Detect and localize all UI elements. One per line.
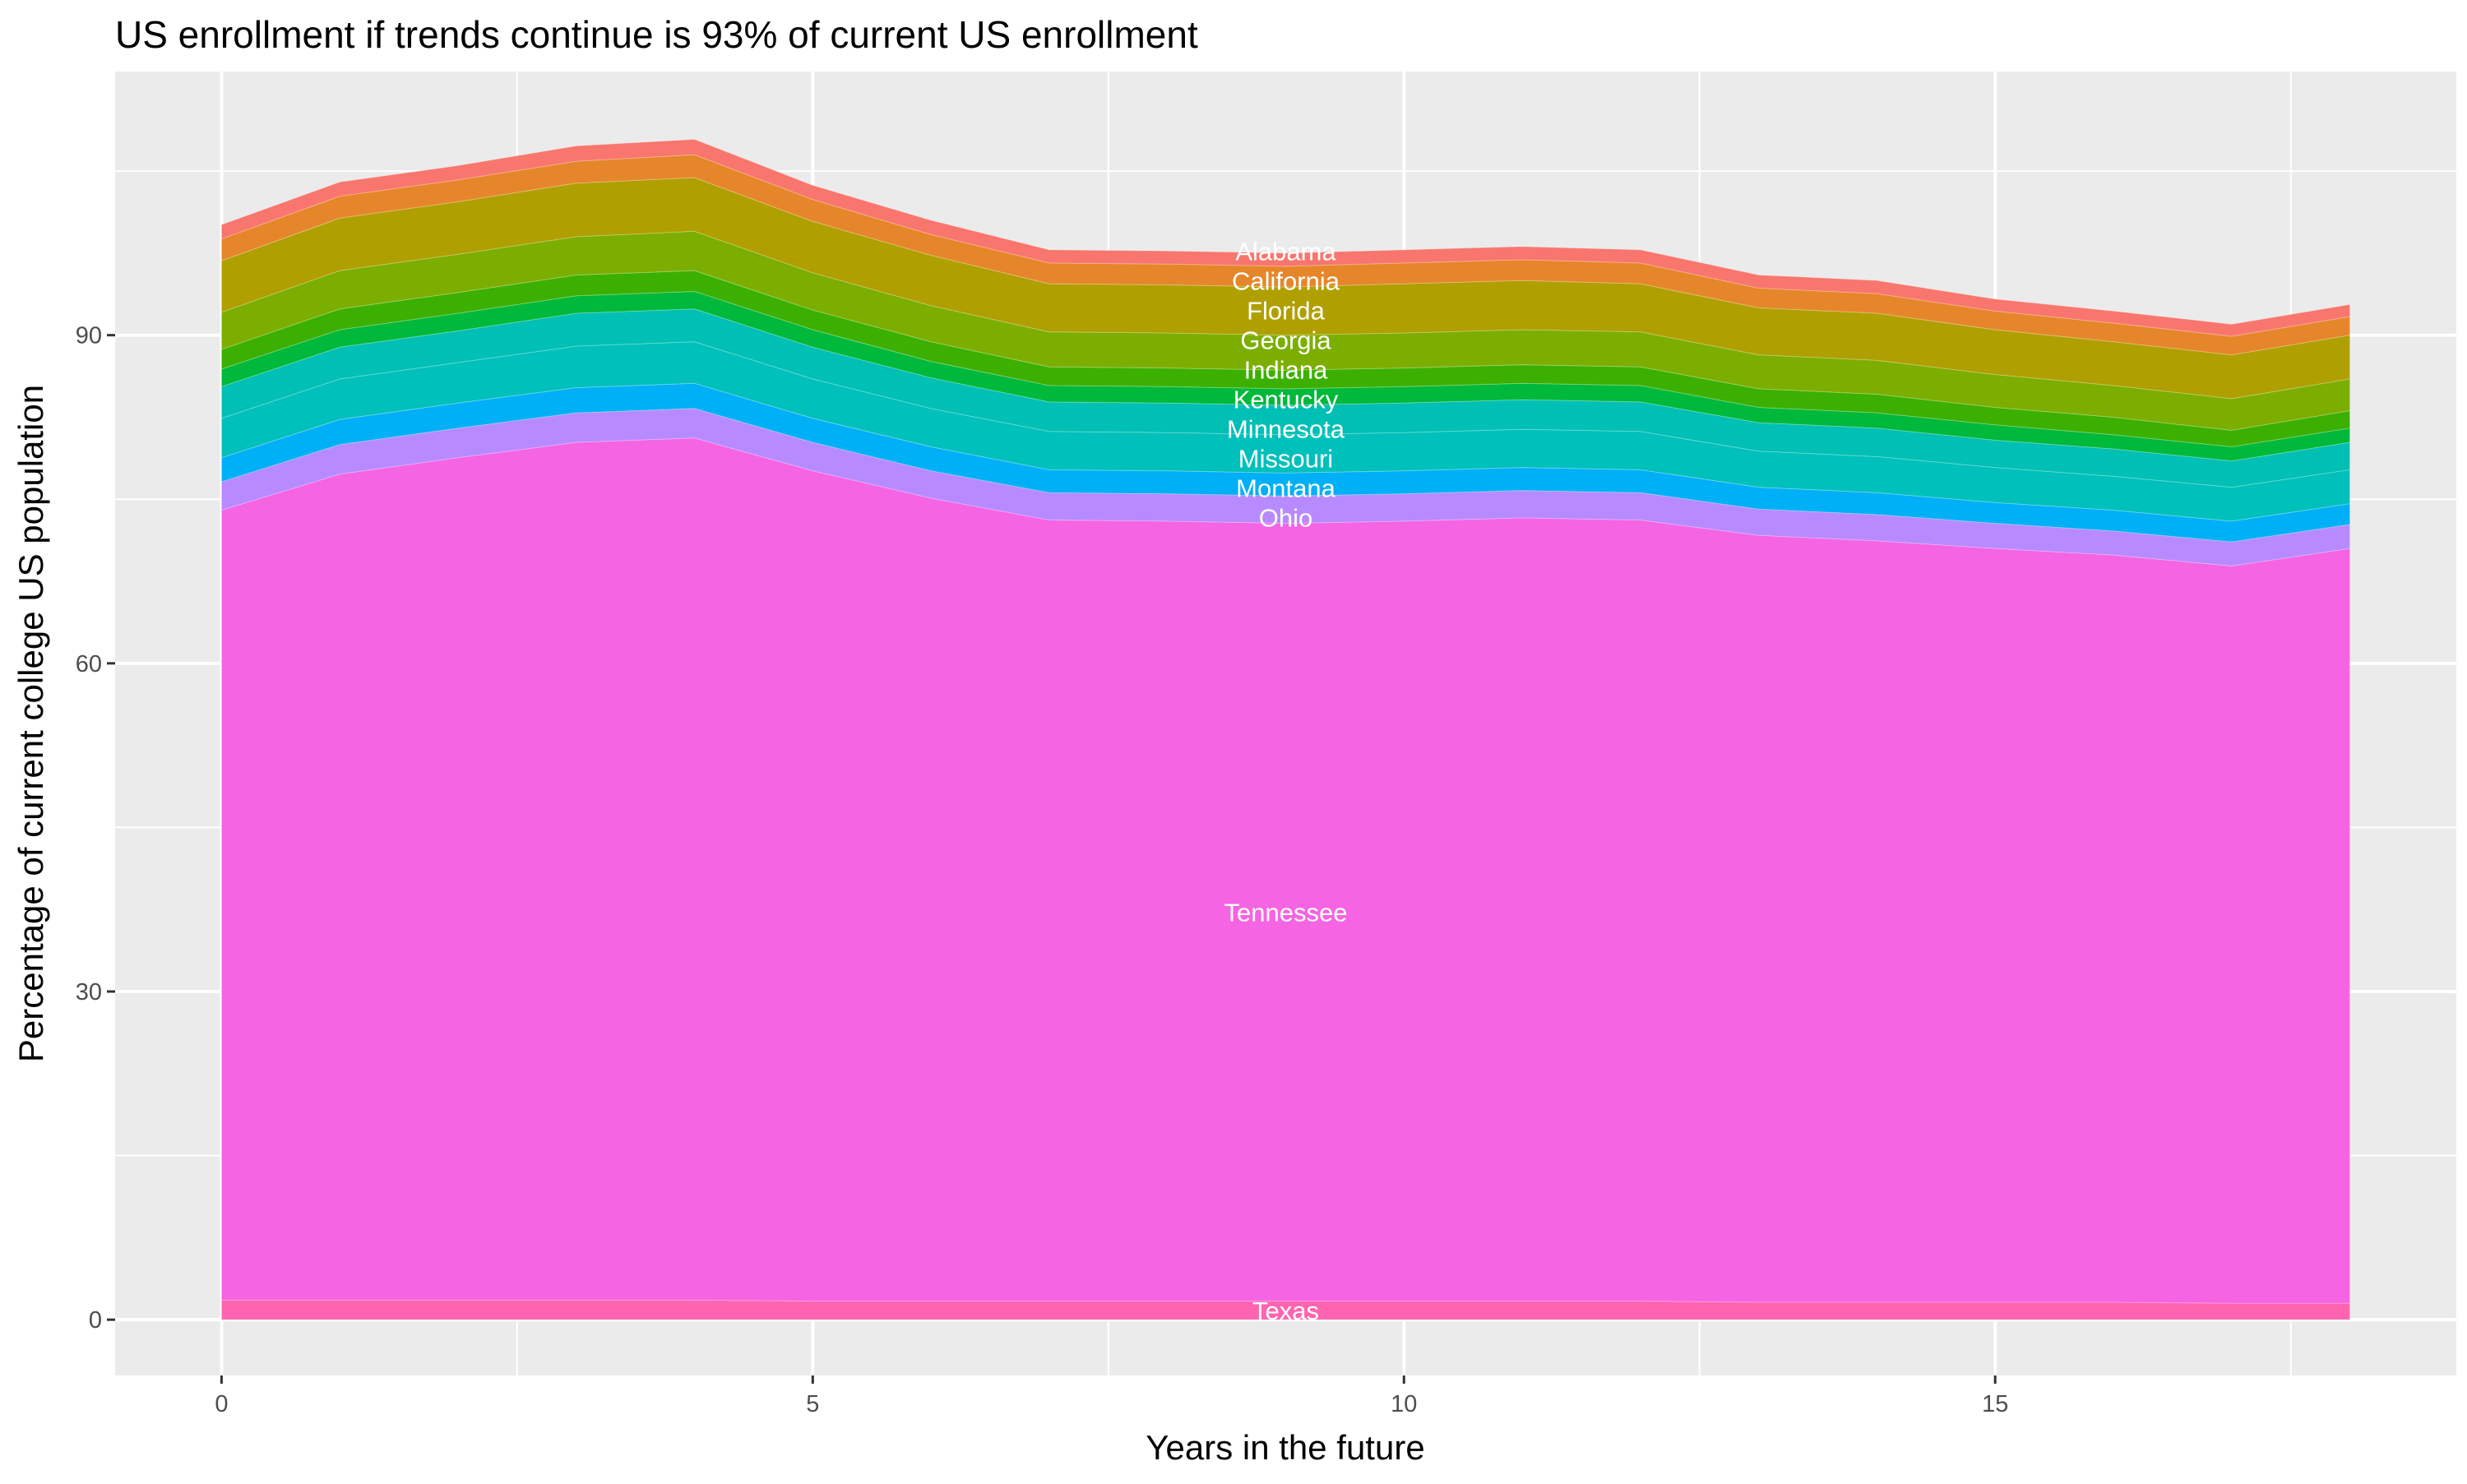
- series-label: Florida: [1247, 297, 1326, 326]
- axes: 0 5 10 15 0 30 60 90: [76, 323, 2009, 1417]
- y-tick-label: 90: [76, 323, 102, 349]
- x-tick-label: 0: [215, 1391, 228, 1417]
- series-label: Alabama: [1235, 238, 1336, 266]
- area-alabama: [220, 138, 2351, 337]
- series-label: Montana: [1236, 474, 1335, 503]
- series-label: Tennessee: [1224, 899, 1348, 927]
- y-axis-label: Percentage of current college US populat…: [12, 385, 50, 1062]
- x-tick-label: 10: [1391, 1391, 1417, 1417]
- series-label: Ohio: [1259, 504, 1312, 533]
- chart-title: US enrollment if trends continue is 93% …: [115, 13, 1198, 56]
- y-tick-label: 30: [76, 979, 102, 1006]
- series-label: Texas: [1252, 1297, 1319, 1325]
- x-axis-label: Years in the future: [1146, 1428, 1424, 1467]
- series-label: Kentucky: [1234, 386, 1339, 414]
- area-indiana: [220, 270, 2351, 447]
- series-labels: Texas Tennessee OhioMontanaMissouriMinneso…: [1224, 238, 1348, 1325]
- y-tick-label: 0: [89, 1307, 102, 1334]
- series-label: Georgia: [1240, 326, 1331, 355]
- y-tick-label: 60: [76, 651, 102, 677]
- series-label: Missouri: [1238, 445, 1333, 474]
- series-label: Indiana: [1244, 356, 1328, 385]
- area-tennessee: [220, 437, 2351, 1304]
- series-label: Minnesota: [1227, 415, 1345, 444]
- x-tick-label: 15: [1982, 1391, 2008, 1417]
- series-label: California: [1232, 267, 1340, 296]
- x-tick-label: 5: [806, 1391, 819, 1417]
- areas: [220, 138, 2351, 1320]
